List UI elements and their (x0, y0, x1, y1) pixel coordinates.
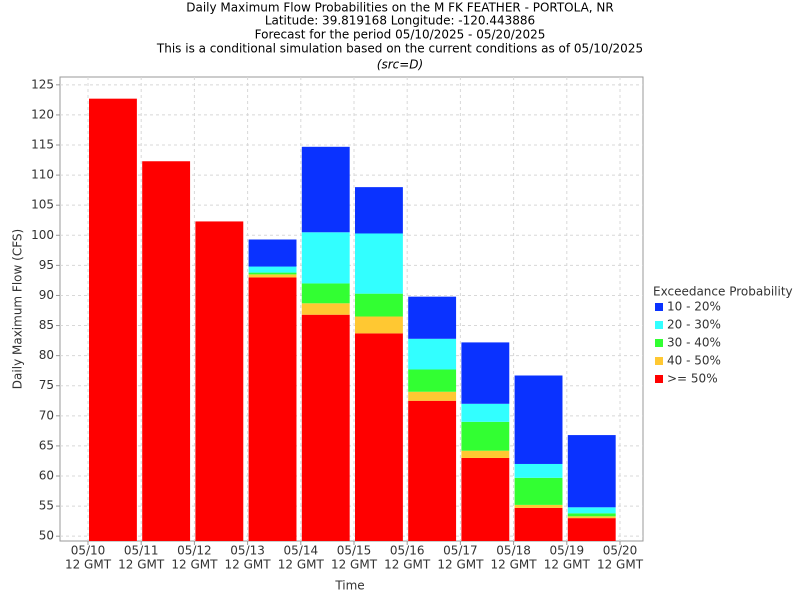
subtitle: (src=D) (377, 58, 423, 72)
bar-segment (567, 435, 616, 508)
legend-label: 40 - 50% (667, 354, 721, 368)
bar-segment (355, 293, 403, 317)
y-tick-label: 120 (31, 107, 54, 121)
x-axis-label: Time (334, 579, 364, 593)
y-tick-label: 55 (39, 499, 54, 513)
y-tick-label: 125 (31, 77, 54, 91)
legend-swatch (655, 339, 663, 347)
subtitle: Latitude: 39.819168 Longitude: -120.4438… (265, 14, 535, 28)
x-tick-label: 12 GMT (331, 558, 378, 572)
x-tick-label: 12 GMT (491, 558, 538, 572)
bar-segment (301, 314, 350, 541)
legend-title: Exceedance Probability (653, 285, 793, 299)
x-tick-label: 12 GMT (118, 558, 165, 572)
bar-segment (248, 266, 297, 273)
x-tick-label: 12 GMT (225, 558, 272, 572)
x-tick-label: 05/10 (71, 544, 106, 558)
bar-segment (89, 98, 137, 541)
chart-title: Daily Maximum Flow Probabilities on the … (186, 1, 614, 15)
legend-swatch (655, 375, 663, 383)
x-tick-label: 05/17 (443, 544, 478, 558)
bar-segment (355, 233, 403, 294)
legend-swatch (655, 357, 663, 365)
x-tick-label: 05/18 (496, 544, 531, 558)
y-tick-label: 110 (31, 168, 54, 182)
bar-segment (248, 272, 297, 275)
y-tick-label: 60 (39, 469, 54, 483)
legend-label: 10 - 20% (667, 300, 721, 314)
bar-segment (408, 369, 457, 392)
bar-segment (567, 516, 616, 519)
bar-segment (195, 221, 244, 541)
x-tick-label: 12 GMT (278, 558, 325, 572)
legend-label: 30 - 40% (667, 336, 721, 350)
x-tick-label: 05/13 (230, 544, 265, 558)
y-tick-label: 90 (39, 288, 54, 302)
y-tick-label: 65 (39, 438, 54, 452)
bar-segment (461, 450, 510, 458)
bar-segment (567, 518, 616, 541)
bar-segment (142, 161, 191, 541)
bar-segment (514, 477, 563, 505)
x-tick-label: 05/11 (124, 544, 159, 558)
bar-segment (408, 391, 457, 401)
legend-label: >= 50% (667, 372, 718, 386)
bar-segment (301, 146, 350, 233)
bar-segment (248, 277, 297, 541)
subtitle: Forecast for the period 05/10/2025 - 05/… (255, 28, 546, 42)
x-tick-label: 05/20 (603, 544, 638, 558)
y-tick-label: 95 (39, 258, 54, 272)
bar-segment (248, 239, 297, 267)
bar-segment (461, 421, 510, 451)
bar-segment (514, 504, 563, 508)
bar-segment (301, 303, 350, 315)
y-tick-label: 50 (39, 529, 54, 543)
bar-segment (355, 316, 403, 334)
x-tick-label: 12 GMT (65, 558, 112, 572)
x-tick-label: 05/12 (177, 544, 212, 558)
x-tick-label: 05/15 (337, 544, 372, 558)
y-tick-label: 75 (39, 378, 54, 392)
bar-segment (408, 400, 457, 541)
x-tick-label: 12 GMT (171, 558, 218, 572)
subtitle: This is a conditional simulation based o… (156, 42, 643, 56)
x-tick-label: 12 GMT (384, 558, 431, 572)
y-tick-label: 115 (31, 138, 54, 152)
x-tick-label: 05/19 (550, 544, 585, 558)
y-tick-label: 80 (39, 348, 54, 362)
bar-segment (355, 187, 403, 234)
y-tick-label: 100 (31, 228, 54, 242)
bar-segment (301, 232, 350, 284)
y-tick-label: 70 (39, 408, 54, 422)
bar-segment (514, 375, 563, 464)
bar-segment (355, 333, 403, 541)
x-tick-label: 05/16 (390, 544, 425, 558)
bar-segment (461, 342, 510, 404)
legend-swatch (655, 303, 663, 311)
legend-label: 20 - 30% (667, 318, 721, 332)
y-axis-label: Daily Maximum Flow (CFS) (11, 229, 25, 389)
bar-segment (514, 463, 563, 478)
y-tick-label: 105 (31, 198, 54, 212)
x-tick-label: 12 GMT (437, 558, 484, 572)
bar-segment (461, 457, 510, 541)
x-tick-label: 05/14 (284, 544, 319, 558)
bar-segment (567, 507, 616, 514)
y-tick-label: 85 (39, 318, 54, 332)
bar-segment (567, 513, 616, 517)
bar-segment (248, 274, 297, 278)
legend-swatch (655, 321, 663, 329)
bar-segment (301, 283, 350, 304)
bar-segment (408, 338, 457, 370)
bar-segment (514, 507, 563, 541)
x-tick-label: 12 GMT (544, 558, 591, 572)
bar-segment (461, 403, 510, 422)
x-tick-label: 12 GMT (597, 558, 644, 572)
bar-segment (408, 296, 457, 339)
